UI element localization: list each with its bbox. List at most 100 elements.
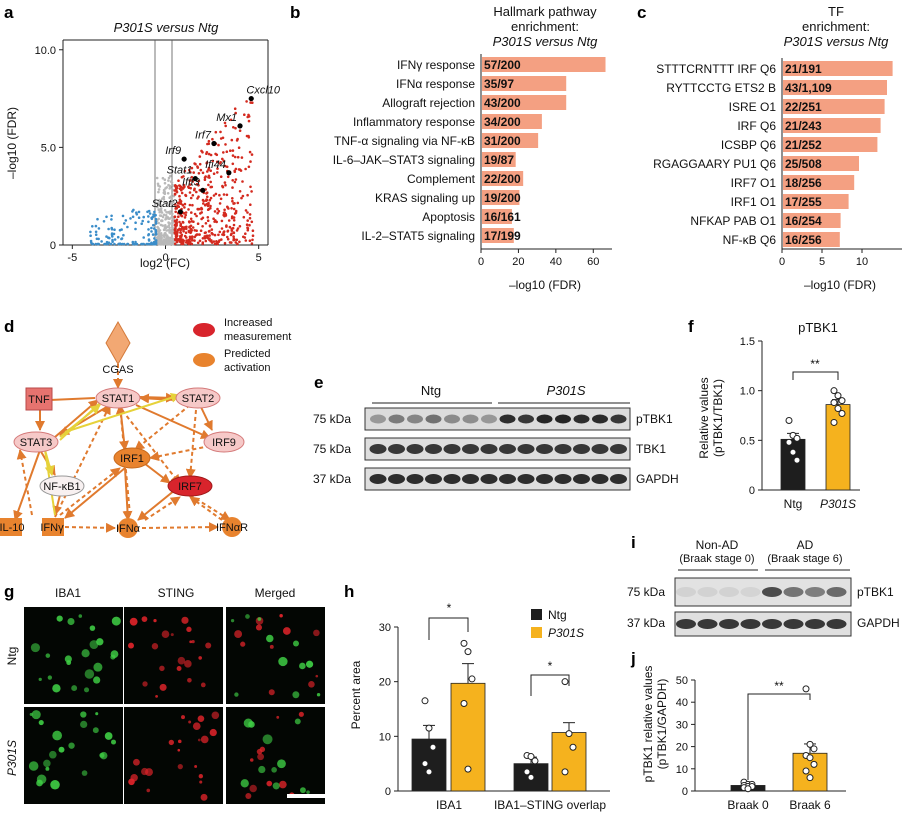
bar-value-label: 31/200 — [484, 134, 521, 148]
volcano-point — [223, 214, 226, 218]
volcano-point — [173, 192, 177, 196]
volcano-point — [131, 215, 135, 219]
panel-label-j: j — [630, 649, 636, 668]
cell-signal — [282, 627, 291, 635]
volcano-point — [163, 225, 167, 229]
volcano-point — [168, 242, 172, 246]
blot-i-band-pTBK1: pTBK1 — [857, 585, 894, 599]
volcano-point — [162, 197, 166, 201]
volcano-point — [110, 232, 114, 235]
blot-band — [592, 414, 608, 424]
bar-value-label: 17/199 — [484, 229, 521, 243]
volcano-point — [173, 215, 177, 219]
bar-category-label: IRF Q6 — [737, 119, 776, 133]
volcano-point — [175, 190, 179, 194]
bar — [482, 152, 516, 167]
chart-title-line: P301S versus Ntg — [784, 34, 890, 49]
bar — [411, 738, 447, 792]
panel-label-f: f — [688, 317, 694, 336]
legend-predicted-swatch — [193, 353, 215, 367]
volcano-labeled-point — [200, 187, 206, 193]
volcano-point — [181, 221, 185, 224]
volcano-point — [243, 113, 246, 116]
volcano-point — [111, 238, 114, 242]
volcano-point — [153, 237, 156, 240]
volcano-point — [146, 242, 150, 246]
human-ylabel-1: pTBK1 relative values — [641, 666, 655, 783]
bar — [783, 175, 855, 190]
cell-signal — [110, 650, 119, 659]
cell-signal — [205, 642, 212, 649]
volcano-point — [225, 165, 229, 169]
tnf-node — [25, 387, 53, 411]
volcano-point — [168, 201, 172, 204]
bar-value-label: 22/200 — [484, 172, 521, 186]
volcano-point — [251, 234, 255, 237]
volcano-point — [233, 170, 237, 173]
volcano-point — [218, 202, 222, 205]
volcano-point — [126, 242, 130, 246]
volcano-point-label: Stat2 — [152, 198, 178, 210]
cell-signal — [52, 684, 61, 693]
blot-band — [499, 414, 516, 424]
volcano-point — [163, 209, 167, 212]
volcano-point — [233, 202, 236, 205]
scale-bar — [287, 794, 331, 798]
volcano-point — [210, 231, 214, 235]
volcano-point — [162, 213, 166, 217]
blot-band — [536, 444, 553, 454]
bar-category-label: IFNα response — [396, 77, 475, 91]
volcano-point — [159, 223, 163, 227]
micrograph-grid: IBA1 STING Merged Ntg P301S — [5, 586, 331, 804]
volcano-point — [95, 237, 99, 241]
volcano-point — [219, 175, 223, 178]
stat2-label: STAT2 — [182, 393, 215, 405]
volcano-point — [232, 231, 235, 234]
volcano-point — [188, 183, 192, 186]
blot-band — [555, 414, 571, 424]
blot-band — [536, 414, 553, 424]
stat1-node — [95, 387, 141, 409]
volcano-point — [240, 156, 244, 159]
volcano-point — [209, 196, 213, 200]
data-point — [460, 700, 468, 708]
volcano-point — [168, 196, 171, 199]
volcano-point — [196, 241, 200, 245]
cell-signal — [316, 693, 321, 697]
blot-band — [462, 414, 479, 424]
volcano-point — [185, 227, 188, 231]
data-point — [802, 685, 810, 693]
volcano-point — [157, 188, 161, 191]
volcano-labeled-point — [226, 170, 232, 176]
blot-band — [462, 474, 479, 484]
volcano-point — [180, 188, 183, 192]
volcano-point — [227, 219, 231, 222]
volcano-point — [158, 229, 162, 232]
cell-signal — [245, 792, 252, 799]
volcano-point — [193, 212, 197, 216]
volcano-point — [187, 240, 190, 243]
volcano-point — [189, 224, 193, 228]
blot-i-band-GAPDH: GAPDH — [857, 616, 900, 630]
volcano-point — [111, 235, 114, 238]
volcano-point — [232, 126, 235, 129]
volcano-plot: P301S versus Ntg -5 0 5 0 5.0 10.0 Cxcl10 Mx1… — [5, 20, 281, 270]
volcano-point — [213, 210, 217, 213]
chart-title-line: enrichment: — [511, 19, 579, 34]
tf-bar-chart: TF enrichment: P301S versus Ntg 0 5 10 21/191… — [653, 4, 902, 292]
volcano-point — [175, 224, 178, 227]
volcano-point — [206, 208, 210, 211]
volcano-point — [238, 225, 242, 228]
volcano-point — [244, 239, 248, 242]
cell-signal — [151, 643, 159, 650]
data-point — [744, 785, 752, 793]
volcano-point-label: Mx1 — [216, 112, 237, 124]
cell-signal — [43, 759, 51, 768]
volcano-point — [200, 207, 204, 211]
cell-signal — [30, 643, 40, 653]
volcano-point — [231, 162, 235, 166]
micro-col-iba1: IBA1 — [55, 586, 81, 600]
blot-i-group-nonad: Non-AD — [696, 538, 739, 552]
volcano-point — [158, 185, 162, 188]
data-point — [523, 768, 531, 776]
